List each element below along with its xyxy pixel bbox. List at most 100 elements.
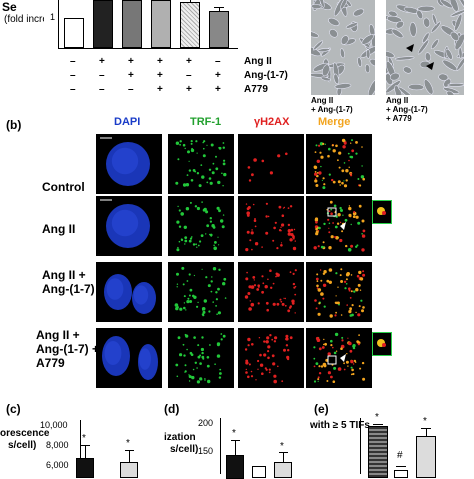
panel-a-table-cell: – <box>70 56 76 67</box>
fluor-image-dapi-row2 <box>96 196 162 256</box>
panel-a-bar <box>64 18 84 48</box>
image-caption-2: Ang II + Ang-(1-7) + A779 <box>386 96 428 123</box>
panel-d-ylabel: ization <box>164 432 196 443</box>
panel-d-bar-ang2 <box>226 455 244 479</box>
panel-e-bar-ang2 <box>368 426 388 478</box>
panel-d-errcap-1 <box>231 440 240 441</box>
panel-c-star-2: * <box>126 438 130 449</box>
fluor-image-h2ax-row3 <box>238 262 304 322</box>
panel-c-ytick-8000: 8,000 <box>46 440 69 450</box>
fluor-image-merge-row3 <box>306 262 372 322</box>
panel-a-bar <box>93 0 113 48</box>
col-header-merge: Merge <box>318 116 351 128</box>
panel-e-errcap-3 <box>421 428 431 429</box>
panel-d-star-2: * <box>280 441 284 452</box>
panel-d-label: (d) <box>164 402 180 416</box>
row-label-ang2: Ang II <box>42 222 76 236</box>
panel-e-errcap-1 <box>373 424 383 425</box>
panel-a-table-cell: – <box>215 56 221 67</box>
panel-a-table-cell: – <box>99 84 105 95</box>
panel-e-errcap-2 <box>396 466 406 467</box>
panel-a-table-cell: + <box>99 56 105 67</box>
panel-a-table-cell: – <box>70 70 76 81</box>
col-header-trf1: TRF-1 <box>190 116 222 128</box>
panel-a-bar <box>122 0 142 48</box>
col-header-dapi: DAPI <box>114 116 141 128</box>
panel-c-errcap-1 <box>81 445 90 446</box>
panel-a-table-cell: – <box>99 70 105 81</box>
panel-d-ylabel-sub: s/cell) <box>170 444 199 455</box>
panel-e-hash: # <box>397 450 403 461</box>
panel-e-err-3 <box>426 428 427 436</box>
panel-d-bar-ang17 <box>252 466 266 478</box>
merge-zoom-inset-row2 <box>372 200 392 224</box>
fluor-image-dapi-row4 <box>96 328 162 388</box>
panel-e-y-axis <box>360 418 361 474</box>
panel-d-ytick-200: 200 <box>198 418 214 428</box>
panel-a-row-label: A779 <box>244 84 268 95</box>
panel-e-bar-ang17 <box>394 470 408 478</box>
panel-e-ylabel: with ≥ 5 TIFs <box>310 420 370 431</box>
fluor-image-merge-row2 <box>306 196 372 256</box>
panel-d-errcap-2 <box>279 452 288 453</box>
panel-d-star-1: * <box>232 428 236 439</box>
merge-zoom-inset-row4 <box>372 332 392 356</box>
panel-c-ytick-6000: 6,000 <box>46 460 69 470</box>
panel-a-table-cell: + <box>157 84 163 95</box>
panel-a-table-cell: – <box>128 84 134 95</box>
fluor-image-trf1-row3 <box>168 262 234 322</box>
fluor-image-trf1-row1 <box>168 134 234 194</box>
panel-a-table-cell: + <box>215 84 221 95</box>
fluor-image-h2ax-row2 <box>238 196 304 256</box>
panel-c-y-axis <box>80 420 81 474</box>
panel-a-table-cell: + <box>157 56 163 67</box>
panel-a-table-cell: + <box>215 70 221 81</box>
fluor-image-dapi-row3 <box>96 262 162 322</box>
image-caption-1: Ang II + Ang-(1-7) <box>311 96 353 114</box>
row-label-ang2-ang17: Ang II + Ang-(1-7) <box>42 268 95 296</box>
panel-a-table-cell: + <box>157 70 163 81</box>
panel-a-table-cell: + <box>128 56 134 67</box>
panel-c-bar-ang2 <box>76 458 94 478</box>
panel-a-table-cell: + <box>186 56 192 67</box>
panel-c-star-1: * <box>82 433 86 444</box>
fluor-image-trf1-row2 <box>168 196 234 256</box>
fluor-image-trf1-row4 <box>168 328 234 388</box>
panel-a-table-cell: + <box>128 70 134 81</box>
panel-c-err-2 <box>129 450 130 462</box>
phase-contrast-image-ang-ang17 <box>311 0 375 95</box>
panel-d-err-1 <box>235 440 236 455</box>
panel-c-bar-a779 <box>120 462 138 478</box>
panel-a-table-cell: – <box>186 70 192 81</box>
fluor-image-merge-row1 <box>306 134 372 194</box>
panel-a-y-axis <box>58 0 59 48</box>
panel-c-ylabel-sub: s/cell) <box>8 440 37 451</box>
phase-contrast-image-ang-ang17-a779 <box>386 0 464 95</box>
panel-a-x-axis <box>58 48 238 49</box>
panel-b-label: (b) <box>6 118 22 132</box>
row-label-control: Control <box>42 180 85 194</box>
panel-c-err-1 <box>85 445 86 458</box>
fluor-image-h2ax-row1 <box>238 134 304 194</box>
panel-a-bar <box>209 10 229 48</box>
panel-d-bar-a779 <box>274 462 292 478</box>
panel-a-err <box>190 0 191 2</box>
panel-a-row-label: Ang-(1-7) <box>244 70 288 81</box>
panel-c-ytick-10000: 10,000 <box>40 420 68 430</box>
panel-e-star-3: * <box>423 416 427 427</box>
panel-c-ylabel: orescence <box>0 428 50 439</box>
panel-a-ylabel: Se <box>2 0 17 14</box>
panel-e-bar-a779 <box>416 436 436 478</box>
panel-a-row-label: Ang II <box>244 56 272 67</box>
panel-e-label: (e) <box>314 402 329 416</box>
panel-e-star-1: * <box>375 412 379 423</box>
panel-c-errcap-2 <box>125 450 134 451</box>
col-header-h2ax: γH2AX <box>254 116 290 128</box>
panel-a-table-cell: + <box>186 84 192 95</box>
fluor-image-dapi-row1 <box>96 134 162 194</box>
panel-d-ytick-150: 150 <box>198 446 214 456</box>
panel-a-bar <box>151 0 171 48</box>
panel-a-ylabel-sub: (fold increa <box>4 14 44 25</box>
panel-a-table-cell: – <box>70 84 76 95</box>
panel-a-ytick-1: 1 <box>50 12 56 22</box>
